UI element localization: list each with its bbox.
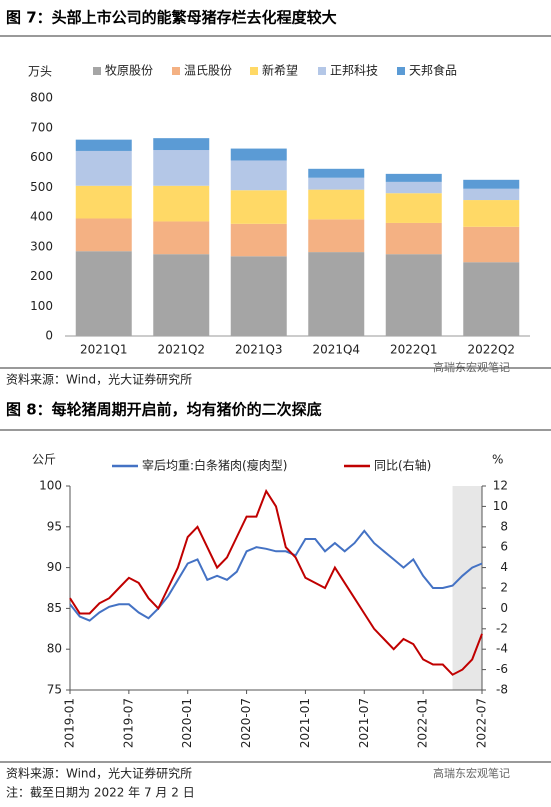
y-tick-label: 0	[45, 329, 53, 343]
source: 资料来源：Wind，光大证券研究所	[6, 766, 192, 781]
bar-segment	[153, 150, 210, 186]
y-tick-label: 80	[47, 642, 62, 656]
y2-tick-label: -4	[496, 642, 508, 656]
y-tick-label: 85	[47, 601, 62, 615]
legend-label: 牧原股份	[105, 64, 153, 78]
legend-label: 同比(右轴)	[374, 458, 431, 473]
x-tick-label: 2019-07	[121, 698, 135, 748]
y2-tick-label: 8	[500, 519, 508, 533]
bar-segment	[463, 179, 520, 189]
y2-tick-label: -6	[496, 662, 508, 676]
y2-tick-label: 4	[500, 560, 508, 574]
bar-segment	[385, 173, 442, 182]
y-tick-label: 90	[47, 560, 62, 574]
bar-segment	[463, 200, 520, 227]
y2-axis-label: %	[492, 453, 503, 467]
bar-segment	[230, 256, 287, 336]
line-series	[69, 529, 483, 622]
highlight-region	[452, 486, 482, 690]
bar-segment	[75, 251, 132, 336]
x-tick-label: 2021-01	[298, 698, 312, 748]
y2-tick-label: 6	[500, 540, 508, 554]
figure-caption: 图 8：每轮猪周期开启前，均有猪价的二次探底	[6, 401, 322, 419]
bar-segment	[75, 139, 132, 151]
x-tick-label: 2021Q1	[80, 343, 128, 357]
watermark: 高瑞东宏观笔记	[433, 360, 510, 374]
x-tick-label: 2020-01	[180, 698, 194, 748]
x-tick-label: 2020-07	[239, 698, 253, 748]
y2-tick-label: -8	[496, 683, 508, 697]
bar-segment	[308, 168, 365, 178]
y-tick-label: 500	[30, 180, 53, 194]
y-tick-label: 100	[30, 299, 53, 313]
x-tick-label: 2022-01	[416, 698, 430, 748]
x-tick-label: 2019-01	[63, 698, 77, 748]
x-tick-label: 2022-07	[475, 698, 489, 748]
x-tick-label: 2021Q3	[235, 343, 283, 357]
y-tick-label: 600	[30, 150, 53, 164]
bar-segment	[230, 160, 287, 191]
bar-segment	[230, 223, 287, 257]
bar-segment	[308, 189, 365, 220]
source: 资料来源：Wind，光大证券研究所	[6, 372, 192, 387]
bar-segment	[75, 218, 132, 252]
legend-label: 新希望	[262, 63, 298, 78]
watermark: 高瑞东宏观笔记	[433, 766, 510, 780]
bar-segment	[308, 177, 365, 190]
legend-label: 温氏股份	[184, 64, 232, 78]
bar-segment	[463, 262, 520, 336]
bar-segment	[153, 254, 210, 336]
legend-swatch	[250, 67, 258, 75]
bar-segment	[153, 185, 210, 222]
note: 注：截至日期为 2022 年 7 月 2 日	[6, 785, 195, 800]
bar-segment	[230, 148, 287, 161]
bar-segment	[308, 252, 365, 336]
bar-segment	[75, 150, 132, 186]
figure-caption: 图 7：头部上市公司的能繁母猪存栏去化程度较大	[6, 9, 337, 27]
bar-segment	[463, 226, 520, 263]
x-tick-label: 2022Q2	[467, 343, 515, 357]
y-tick-label: 400	[30, 210, 53, 224]
y2-tick-label: -2	[496, 621, 508, 635]
legend-swatch	[93, 67, 101, 75]
x-tick-label: 2021Q2	[157, 343, 205, 357]
bar-segment	[230, 190, 287, 224]
bar-segment	[385, 181, 442, 194]
bar-segment	[153, 221, 210, 255]
y-tick-label: 200	[30, 269, 53, 283]
line-series	[69, 488, 483, 676]
y-tick-label: 700	[30, 120, 53, 134]
y-tick-label: 300	[30, 239, 53, 253]
bar-segment	[153, 138, 210, 151]
y2-tick-label: 12	[493, 479, 508, 493]
y2-tick-label: 0	[500, 601, 508, 615]
y2-tick-label: 10	[493, 499, 508, 513]
y-tick-label: 100	[39, 479, 62, 493]
legend-label: 宰后均重:白条猪肉(瘦肉型)	[142, 458, 287, 473]
y-tick-label: 800	[30, 91, 53, 105]
y-axis-label: 公斤	[32, 453, 56, 467]
y2-tick-label: 2	[500, 581, 508, 595]
y-tick-label: 75	[47, 683, 62, 697]
bar-segment	[385, 254, 442, 336]
bar-segment	[385, 193, 442, 223]
legend-swatch	[172, 67, 180, 75]
x-tick-label: 2021-07	[357, 698, 371, 748]
y-axis-label: 万头	[28, 65, 52, 79]
y-tick-label: 95	[47, 519, 62, 533]
bar-segment	[385, 222, 442, 255]
legend-swatch	[318, 67, 326, 75]
x-tick-label: 2021Q4	[312, 343, 360, 357]
bar-segment	[463, 188, 520, 201]
bar-segment	[75, 185, 132, 219]
bar-segment	[308, 219, 365, 253]
legend-label: 正邦科技	[330, 64, 378, 78]
legend-swatch	[397, 67, 405, 75]
x-tick-label: 2022Q1	[390, 343, 438, 357]
legend-label: 天邦食品	[409, 63, 457, 78]
